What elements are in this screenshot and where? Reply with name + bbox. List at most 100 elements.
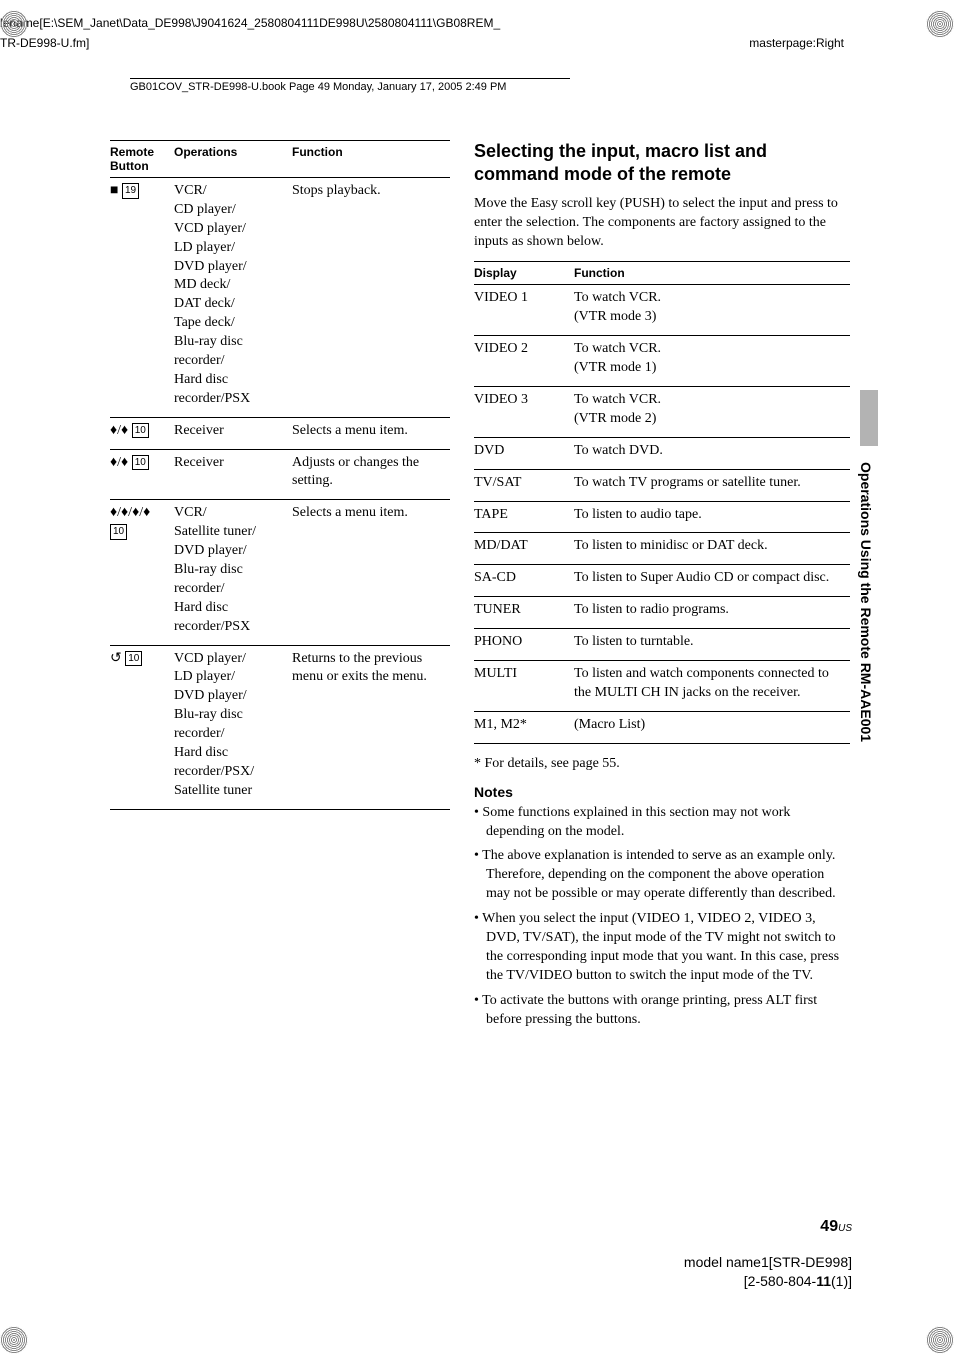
- display-cell: DVD: [474, 437, 574, 469]
- display-cell: VIDEO 1: [474, 285, 574, 336]
- display-cell: TUNER: [474, 597, 574, 629]
- th-remote-button: Remote Button: [110, 141, 174, 178]
- table-row: M1, M2*(Macro List): [474, 711, 850, 743]
- note-item: The above explanation is intended to ser…: [474, 847, 850, 904]
- remote-button-cell: ♦/♦ 10: [110, 417, 174, 449]
- display-cell: SA-CD: [474, 565, 574, 597]
- display-cell: VIDEO 2: [474, 336, 574, 387]
- notes-list: Some functions explained in this section…: [474, 804, 850, 1030]
- display-cell: TV/SAT: [474, 469, 574, 501]
- table-row: DVDTo watch DVD.: [474, 437, 850, 469]
- right-column: Selecting the input, macro list and comm…: [474, 140, 850, 1036]
- note-item: Some functions explained in this section…: [474, 804, 850, 842]
- button-number-icon: 10: [132, 423, 149, 439]
- display-cell: MD/DAT: [474, 533, 574, 565]
- display-cell: TAPE: [474, 501, 574, 533]
- th-display: Display: [474, 262, 574, 285]
- function-cell: To listen and watch components connected…: [574, 661, 850, 712]
- side-section-title: Operations Using the Remote RM-AAE001: [858, 462, 874, 742]
- operations-cell: VCR/ Satellite tuner/ DVD player/ Blu-ra…: [174, 500, 292, 645]
- display-cell: M1, M2*: [474, 711, 574, 743]
- side-tab: Operations Using the Remote RM-AAE001: [860, 390, 878, 730]
- display-cell: VIDEO 3: [474, 387, 574, 438]
- th-function: Function: [574, 262, 850, 285]
- th-operations: Operations: [174, 141, 292, 178]
- function-cell: To watch VCR. (VTR mode 3): [574, 285, 850, 336]
- table-row: ■ 19VCR/ CD player/ VCD player/ LD playe…: [110, 178, 450, 418]
- remote-button-cell: ↺ 10: [110, 645, 174, 809]
- table-row: ↺ 10VCD player/ LD player/ DVD player/ B…: [110, 645, 450, 809]
- book-info: GB01COV_STR-DE998-U.book Page 49 Monday,…: [130, 78, 570, 93]
- masterpage-label: masterpage:Right: [749, 36, 844, 50]
- function-cell: To watch VCR. (VTR mode 2): [574, 387, 850, 438]
- crop-mark-icon: [926, 1326, 954, 1354]
- button-number-icon: 10: [132, 455, 149, 471]
- table-row: TV/SATTo watch TV programs or satellite …: [474, 469, 850, 501]
- table-row: VIDEO 1To watch VCR. (VTR mode 3): [474, 285, 850, 336]
- footer-part-number: [2-580-804-11(1)]: [684, 1272, 852, 1292]
- operations-cell: Receiver: [174, 449, 292, 500]
- function-cell: To watch VCR. (VTR mode 1): [574, 336, 850, 387]
- function-cell: Adjusts or changes the setting.: [292, 449, 450, 500]
- footnote: * For details, see page 55.: [474, 756, 850, 772]
- function-cell: To listen to Super Audio CD or compact d…: [574, 565, 850, 597]
- section-indicator: [860, 390, 878, 446]
- page-number: 49US: [820, 1218, 852, 1236]
- th-function: Function: [292, 141, 450, 178]
- function-cell: To watch TV programs or satellite tuner.: [574, 469, 850, 501]
- table-row: MULTITo listen and watch components conn…: [474, 661, 850, 712]
- table-row: TUNERTo listen to radio programs.: [474, 597, 850, 629]
- table-row: VIDEO 3To watch VCR. (VTR mode 2): [474, 387, 850, 438]
- table-row: MD/DATTo listen to minidisc or DAT deck.: [474, 533, 850, 565]
- display-cell: MULTI: [474, 661, 574, 712]
- page-number-suffix: US: [838, 1223, 852, 1234]
- operations-cell: Receiver: [174, 417, 292, 449]
- note-item: To activate the buttons with orange prin…: [474, 992, 850, 1030]
- table-row: SA-CDTo listen to Super Audio CD or comp…: [474, 565, 850, 597]
- function-cell: Stops playback.: [292, 178, 450, 418]
- remote-button-cell: ■ 19: [110, 178, 174, 418]
- function-cell: To listen to minidisc or DAT deck.: [574, 533, 850, 565]
- function-cell: Selects a menu item.: [292, 500, 450, 645]
- file-path-1: lename[E:\SEM_Janet\Data_DE998\J9041624_…: [0, 16, 500, 30]
- footer-model-info: model name1[STR-DE998] [2-580-804-11(1)]: [684, 1253, 852, 1292]
- table-row: ♦/♦/♦/♦ 10VCR/ Satellite tuner/ DVD play…: [110, 500, 450, 645]
- table-row: ♦/♦ 10ReceiverSelects a menu item.: [110, 417, 450, 449]
- button-number-icon: 19: [122, 183, 139, 199]
- function-cell: To watch DVD.: [574, 437, 850, 469]
- operations-cell: VCD player/ LD player/ DVD player/ Blu-r…: [174, 645, 292, 809]
- button-number-icon: 10: [110, 524, 127, 540]
- table-row: ♦/♦ 10ReceiverAdjusts or changes the set…: [110, 449, 450, 500]
- function-cell: Returns to the previous menu or exits th…: [292, 645, 450, 809]
- function-cell: To listen to radio programs.: [574, 597, 850, 629]
- remote-button-table: Remote Button Operations Function ■ 19VC…: [110, 140, 450, 810]
- function-cell: (Macro List): [574, 711, 850, 743]
- page-number-value: 49: [820, 1218, 838, 1235]
- crop-mark-icon: [0, 1326, 28, 1354]
- crop-mark-icon: [0, 10, 28, 38]
- button-number-icon: 10: [125, 651, 142, 667]
- table-row: PHONOTo listen to turntable.: [474, 629, 850, 661]
- partnum-prefix: [2-580-804-: [744, 1273, 816, 1289]
- remote-button-cell: ♦/♦/♦/♦ 10: [110, 500, 174, 645]
- function-cell: To listen to turntable.: [574, 629, 850, 661]
- notes-heading: Notes: [474, 784, 850, 800]
- section-heading: Selecting the input, macro list and comm…: [474, 140, 850, 187]
- crop-mark-icon: [926, 10, 954, 38]
- table-row: TAPETo listen to audio tape.: [474, 501, 850, 533]
- footer-model-name: model name1[STR-DE998]: [684, 1253, 852, 1273]
- input-function-table: Display Function VIDEO 1To watch VCR. (V…: [474, 261, 850, 743]
- page-content: Remote Button Operations Function ■ 19VC…: [110, 140, 850, 1036]
- partnum-suffix: (1)]: [831, 1273, 852, 1289]
- table-row: VIDEO 2To watch VCR. (VTR mode 1): [474, 336, 850, 387]
- file-path-2: TR-DE998-U.fm]: [0, 36, 89, 50]
- partnum-bold: 11: [816, 1273, 831, 1289]
- intro-paragraph: Move the Easy scroll key (PUSH) to selec…: [474, 195, 850, 252]
- function-cell: Selects a menu item.: [292, 417, 450, 449]
- operations-cell: VCR/ CD player/ VCD player/ LD player/ D…: [174, 178, 292, 418]
- display-cell: PHONO: [474, 629, 574, 661]
- note-item: When you select the input (VIDEO 1, VIDE…: [474, 910, 850, 986]
- remote-button-cell: ♦/♦ 10: [110, 449, 174, 500]
- left-column: Remote Button Operations Function ■ 19VC…: [110, 140, 450, 1036]
- function-cell: To listen to audio tape.: [574, 501, 850, 533]
